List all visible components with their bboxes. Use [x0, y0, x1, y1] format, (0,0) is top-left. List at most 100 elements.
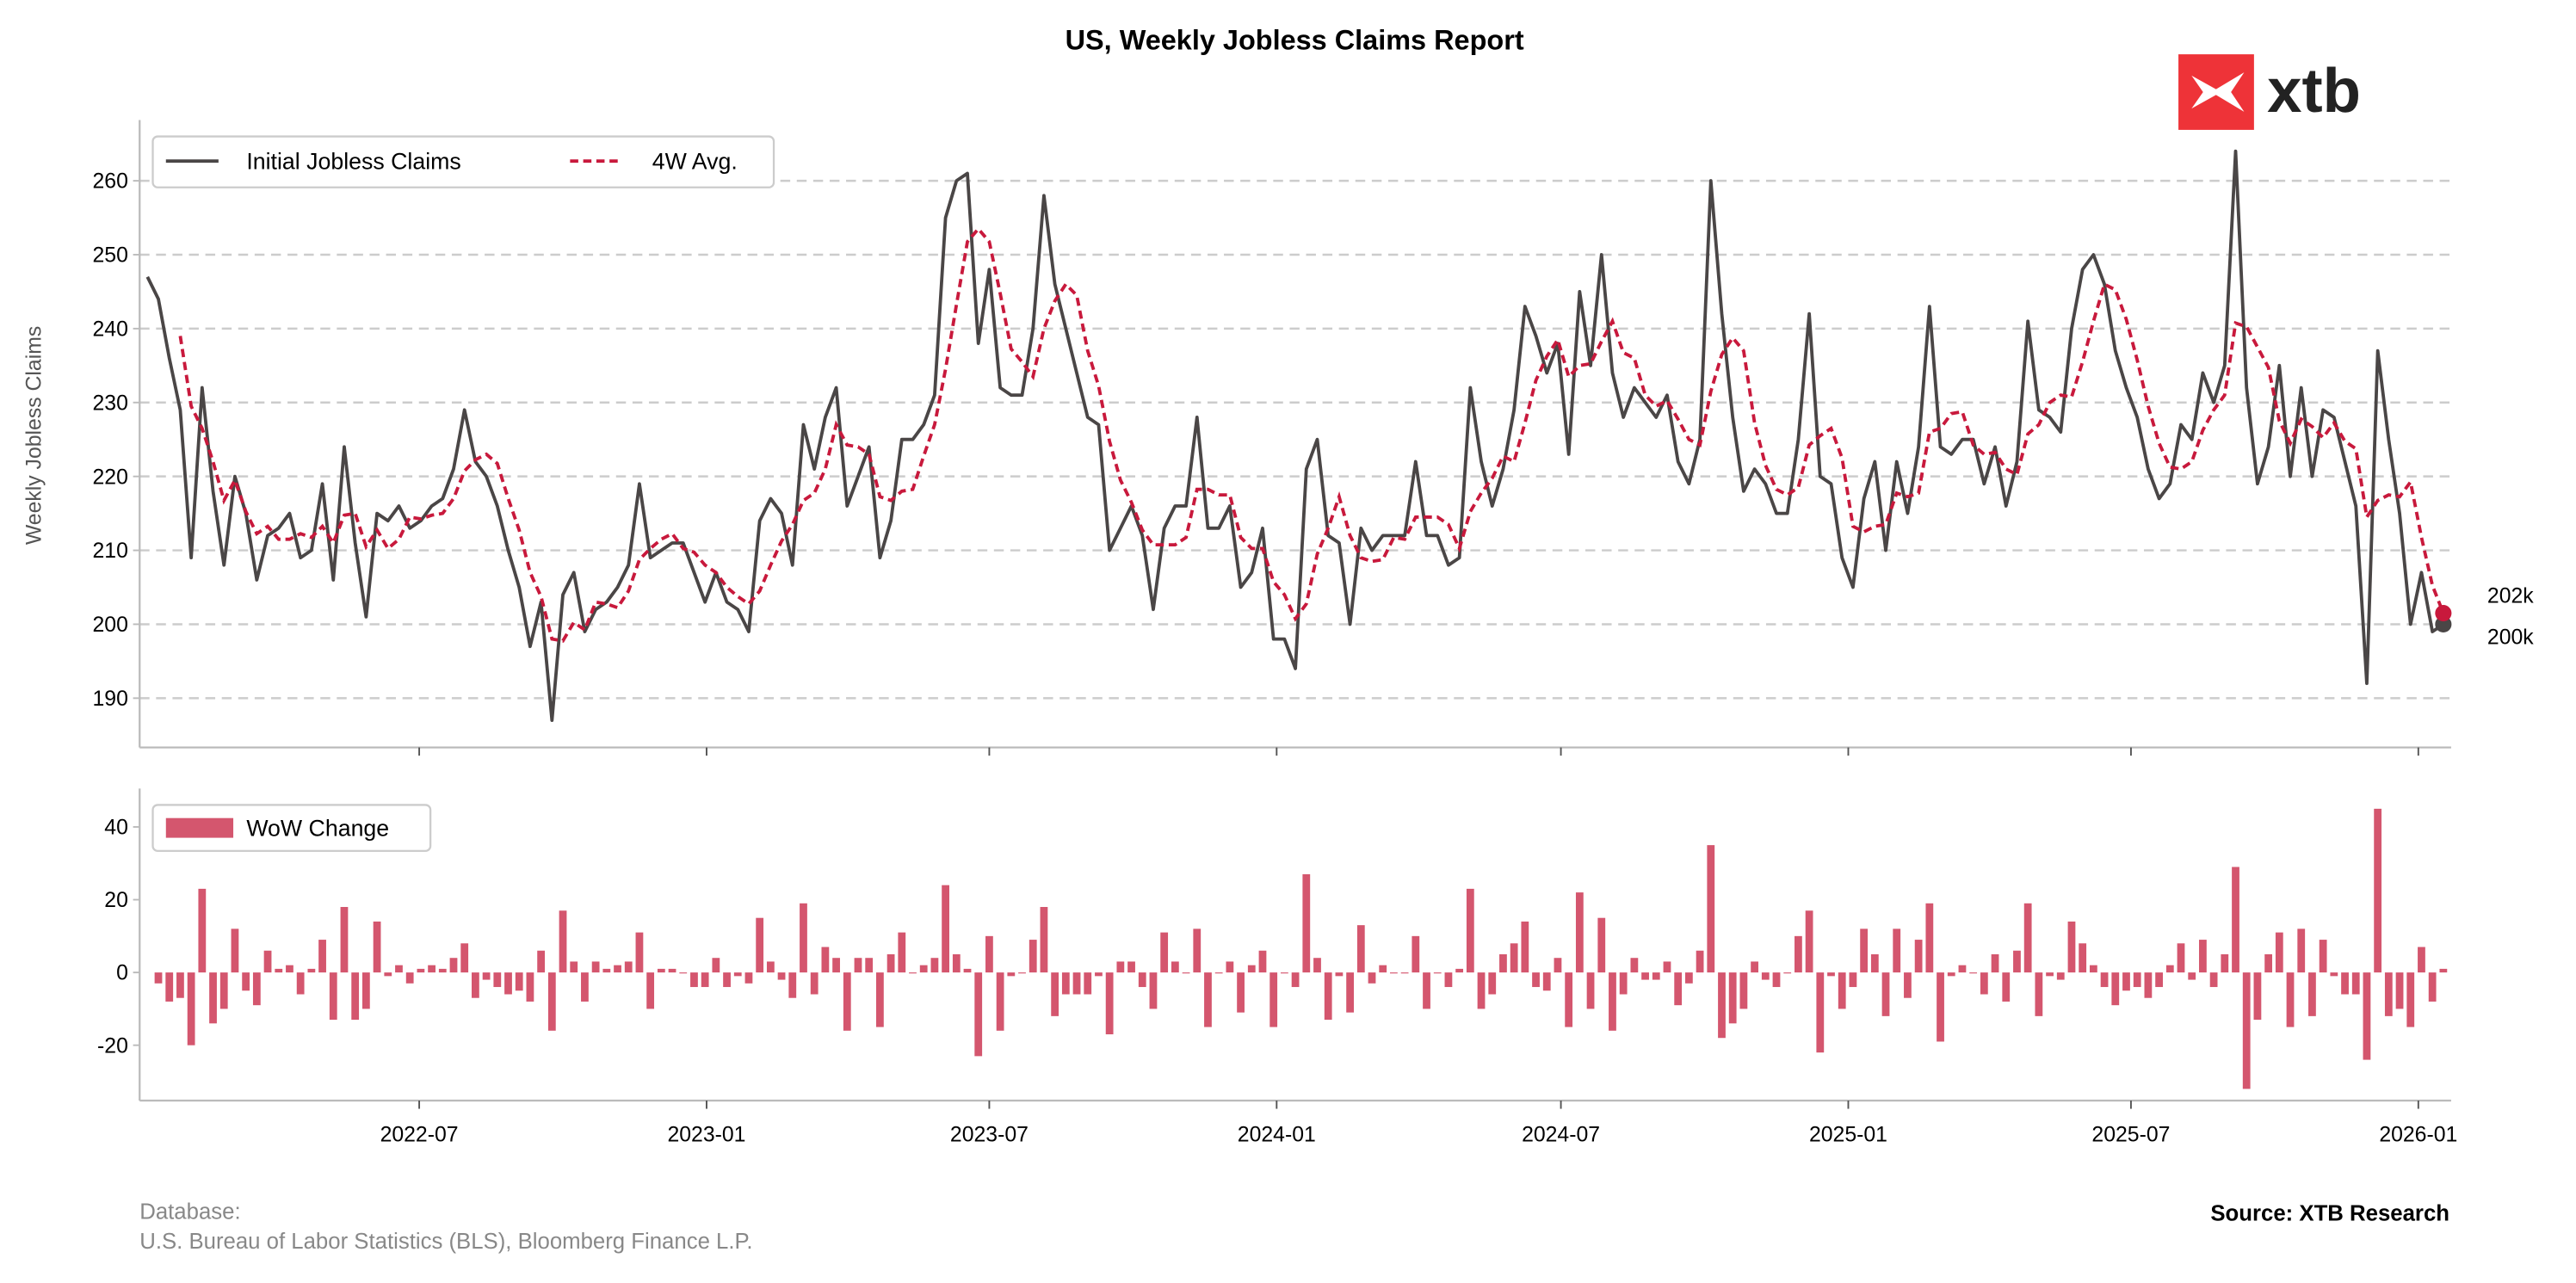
legend-wow-swatch: [165, 817, 234, 838]
wow-bar: [1674, 972, 1683, 1006]
wow-bar: [1116, 961, 1125, 973]
wow-bar: [668, 968, 676, 973]
wow-bar: [2286, 972, 2295, 1027]
x-tick-label: 2022-07: [380, 1124, 459, 1147]
wow-bar: [2100, 972, 2109, 988]
y-tick-label: 20: [104, 889, 128, 912]
wow-bar: [1772, 972, 1781, 988]
wow-bar: [1619, 972, 1628, 995]
wow-bar: [547, 972, 556, 1031]
top-legend-box: [151, 135, 775, 188]
y-tick-label: 260: [93, 170, 128, 194]
wow-bar: [1542, 972, 1551, 991]
wow-bar: [2418, 947, 2425, 973]
wow-bar: [165, 972, 174, 1002]
x-tick-label: 2024-01: [1238, 1124, 1316, 1147]
wow-bar: [1390, 972, 1398, 974]
end-label-avg: 202k: [2487, 585, 2534, 608]
wow-bar: [2374, 808, 2382, 973]
wow-bar: [209, 972, 217, 1024]
wow-bar: [1925, 903, 1934, 973]
wow-bar: [2144, 972, 2153, 998]
avg-last-point: [2435, 605, 2452, 622]
wow-bar: [1958, 965, 1967, 973]
wow-bar: [2264, 953, 2273, 973]
wow-bar: [187, 972, 195, 1046]
wow-bar: [417, 968, 425, 973]
wow-bar: [2023, 903, 2032, 973]
wow-bar: [1247, 965, 1256, 973]
wow-bar: [1095, 972, 1103, 977]
wow-bar: [657, 968, 665, 973]
wow-bar: [1728, 972, 1737, 1024]
wow-bar: [1532, 972, 1540, 988]
wow-bar: [2067, 921, 2076, 973]
wow-bar: [1280, 972, 1288, 974]
wow-bar: [2308, 972, 2316, 1016]
wow-bar: [2079, 943, 2087, 973]
wow-bar: [1127, 961, 1135, 973]
wow-bar: [1368, 972, 1376, 984]
wow-bar: [1707, 845, 1715, 973]
wow-bar: [2188, 972, 2196, 980]
wow-bar: [1105, 972, 1114, 1034]
wow-bar: [1356, 925, 1365, 973]
wow-bar: [1214, 972, 1223, 974]
wow-bar: [482, 972, 491, 980]
wow-bar: [275, 968, 283, 973]
y-tick-label: 230: [93, 392, 128, 415]
wow-bar: [1466, 888, 1474, 973]
wow-bar: [1226, 961, 1234, 973]
wow-bar: [581, 972, 589, 1002]
wow-bar: [1870, 953, 1879, 973]
wow-bar: [1149, 972, 1158, 1009]
wow-bar: [985, 935, 993, 973]
wow-bar: [2253, 972, 2262, 1021]
wow-bar: [1488, 972, 1497, 995]
wow-bar: [2275, 932, 2283, 973]
wow-bar: [1816, 972, 1825, 1053]
wow-bar: [570, 961, 578, 973]
wow-bar: [559, 910, 567, 973]
wow-bar: [1510, 943, 1518, 973]
y-tick-label: -20: [97, 1034, 128, 1058]
wow-bar: [1849, 972, 1857, 988]
wow-bar: [2330, 972, 2338, 977]
wow-bar: [384, 972, 392, 977]
wow-bar: [526, 972, 534, 1002]
chart-title: US, Weekly Jobless Claims Report: [1066, 24, 1524, 55]
y-tick-label: 220: [93, 466, 128, 489]
top-y-ticks: 190 200 210 220 230 240 250 260: [93, 170, 140, 711]
wow-bar: [154, 972, 163, 984]
wow-bar: [843, 972, 851, 1031]
wow-bar: [1007, 972, 1016, 977]
wow-bar: [1477, 972, 1486, 1009]
wow-bar: [1423, 972, 1430, 1009]
legend-claims-label: Initial Jobless Claims: [246, 149, 460, 175]
wow-bar: [1433, 972, 1442, 974]
wow-bar: [263, 950, 272, 973]
wow-bar: [1904, 972, 1912, 998]
wow-bar: [231, 928, 239, 973]
wow-bar: [788, 972, 797, 998]
wow-bar: [1991, 953, 1999, 973]
wow-bar: [1313, 958, 1321, 973]
wow-bar: [1018, 972, 1026, 974]
wow-bar: [2242, 972, 2251, 1089]
wow-bar: [1072, 972, 1081, 995]
wow-bar: [1258, 950, 1267, 973]
wow-bar: [876, 972, 884, 1027]
wow-bar: [1521, 921, 1529, 973]
wow-bar: [1881, 972, 1890, 1016]
x-tick-label: 2025-01: [1809, 1124, 1887, 1147]
x-tick-label: 2023-01: [667, 1124, 745, 1147]
wow-bar: [1302, 873, 1311, 973]
wow-bar: [1051, 972, 1059, 1016]
wow-bar: [1575, 892, 1584, 973]
wow-bar: [1663, 961, 1671, 973]
wow-bar: [1795, 935, 1802, 973]
wow-bar: [1138, 972, 1146, 988]
wow-bar: [472, 972, 479, 998]
wow-bar: [1969, 972, 1978, 974]
